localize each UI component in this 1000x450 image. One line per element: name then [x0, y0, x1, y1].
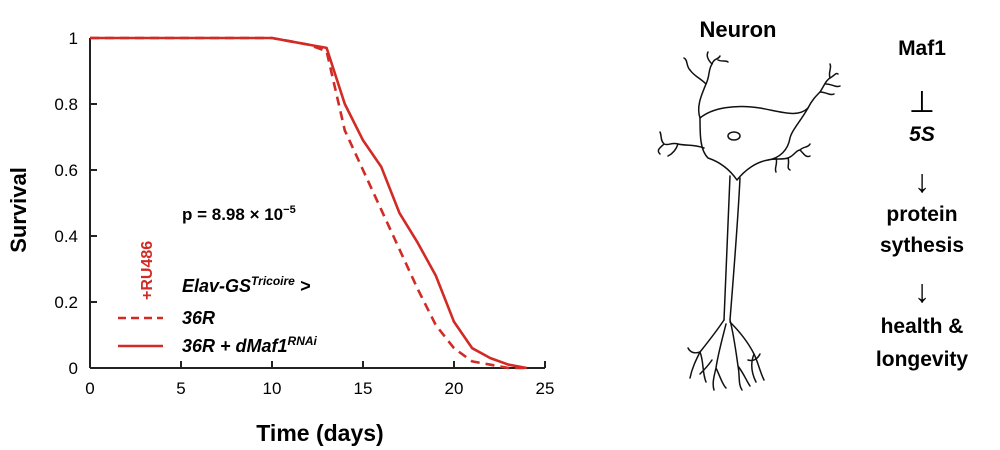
x-axis-label: Time (days) [256, 420, 383, 446]
y-tick-label: 1 [69, 29, 78, 48]
neuron-drawing [657, 51, 841, 391]
y-tick-label: 0.6 [54, 161, 78, 180]
pathway-protein: protein [886, 203, 957, 226]
inhibit-icon: ⊥ [909, 86, 935, 119]
y-ticks: 0 0.2 0.4 0.6 0.8 1 [54, 29, 97, 378]
pathway-longevity: longevity [876, 348, 969, 371]
pathway-synthesis: sythesis [880, 234, 964, 257]
p-value-annotation: p = 8.98 × 10−5 [182, 204, 296, 224]
x-tick-label: 15 [354, 379, 373, 398]
y-tick-label: 0.2 [54, 293, 78, 312]
arrow-down-icon-2: ↓ [914, 273, 930, 309]
pathway-maf1: Maf1 [898, 37, 946, 60]
legend-label-36r-dmaf1: 36R + dMaf1RNAi [182, 334, 318, 356]
x-tick-label: 25 [536, 379, 555, 398]
pathway-health: health & [881, 315, 964, 338]
legend: Elav-GSTricoire > 36R 36R + dMaf1RNAi [118, 274, 318, 356]
x-tick-label: 5 [176, 379, 185, 398]
y-tick-label: 0.4 [54, 227, 78, 246]
neuron-title: Neuron [700, 17, 777, 42]
series-line-36r-dmaf1 [90, 36, 528, 370]
y-axis-label: Survival [6, 167, 31, 253]
legend-label-36r: 36R [182, 308, 215, 328]
pathway-5s: 5S [909, 123, 935, 146]
legend-title: Elav-GSTricoire > [182, 274, 311, 296]
y-tick-label: 0 [69, 359, 78, 378]
treatment-label: +RU486 [139, 241, 156, 300]
x-tick-label: 0 [85, 379, 94, 398]
survival-chart: 0 0.2 0.4 0.6 0.8 1 0 5 10 15 20 25 Survival Time … [6, 29, 554, 446]
series-line-36r [90, 36, 527, 370]
y-tick-label: 0.8 [54, 95, 78, 114]
pathway: Maf1 ⊥ 5S ↓ protein sythesis ↓ health & … [876, 37, 969, 371]
arrow-down-icon: ↓ [914, 163, 930, 199]
x-tick-label: 20 [445, 379, 464, 398]
series-layer [90, 36, 528, 370]
x-tick-label: 10 [263, 379, 282, 398]
x-ticks: 0 5 10 15 20 25 [85, 361, 554, 398]
